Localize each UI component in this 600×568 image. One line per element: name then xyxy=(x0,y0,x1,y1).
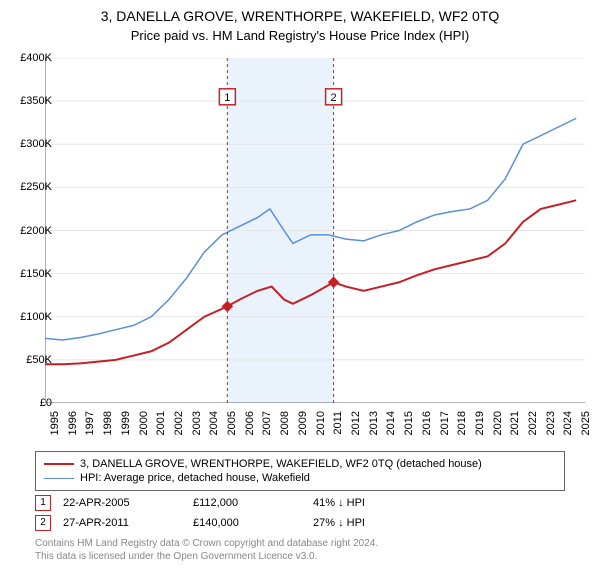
chart-title: 3, DANELLA GROVE, WRENTHORPE, WAKEFIELD,… xyxy=(0,8,600,24)
legend-box: 3, DANELLA GROVE, WRENTHORPE, WAKEFIELD,… xyxy=(35,451,565,491)
ytick-label: £150K xyxy=(7,268,52,280)
xtick-label: 2018 xyxy=(456,411,468,435)
sale-price-2: £140,000 xyxy=(193,517,313,529)
svg-text:2: 2 xyxy=(331,92,337,104)
footer-line-2: This data is licensed under the Open Gov… xyxy=(35,550,378,563)
chart-subtitle: Price paid vs. HM Land Registry's House … xyxy=(0,28,600,43)
xtick-label: 2020 xyxy=(492,411,504,435)
xtick-label: 2013 xyxy=(368,411,380,435)
legend-label-property: 3, DANELLA GROVE, WRENTHORPE, WAKEFIELD,… xyxy=(80,458,482,470)
sale-marker-1: 1 xyxy=(35,495,51,511)
footer-attribution: Contains HM Land Registry data © Crown c… xyxy=(35,537,378,563)
xtick-label: 2010 xyxy=(315,411,327,435)
legend-row-property: 3, DANELLA GROVE, WRENTHORPE, WAKEFIELD,… xyxy=(44,458,556,470)
xtick-label: 1998 xyxy=(102,411,114,435)
xtick-label: 2005 xyxy=(226,411,238,435)
xtick-label: 2014 xyxy=(385,411,397,435)
ytick-label: £300K xyxy=(7,138,52,150)
xtick-label: 2006 xyxy=(244,411,256,435)
xtick-label: 2023 xyxy=(545,411,557,435)
legend-label-hpi: HPI: Average price, detached house, Wake… xyxy=(80,472,310,484)
svg-text:1: 1 xyxy=(224,92,230,104)
xtick-label: 2000 xyxy=(138,411,150,435)
ytick-label: £250K xyxy=(7,181,52,193)
xtick-label: 2024 xyxy=(562,411,574,435)
xtick-label: 2012 xyxy=(350,411,362,435)
xtick-label: 2001 xyxy=(155,411,167,435)
xtick-label: 2003 xyxy=(191,411,203,435)
legend-swatch-hpi xyxy=(44,478,74,479)
xtick-label: 2016 xyxy=(421,411,433,435)
xtick-label: 2017 xyxy=(439,411,451,435)
legend-row-hpi: HPI: Average price, detached house, Wake… xyxy=(44,472,556,484)
ytick-label: £400K xyxy=(7,52,52,64)
legend-swatch-property xyxy=(44,463,74,465)
xtick-label: 2002 xyxy=(173,411,185,435)
xtick-label: 1995 xyxy=(49,411,61,435)
xtick-label: 2007 xyxy=(261,411,273,435)
ytick-label: £50K xyxy=(7,354,52,366)
sale-date-2: 27-APR-2011 xyxy=(63,517,193,529)
ytick-label: £100K xyxy=(7,311,52,323)
xtick-label: 2021 xyxy=(509,411,521,435)
xtick-label: 1999 xyxy=(120,411,132,435)
sale-date-1: 22-APR-2005 xyxy=(63,497,193,509)
sale-row-2: 2 27-APR-2011 £140,000 27% ↓ HPI xyxy=(35,515,365,531)
footer-line-1: Contains HM Land Registry data © Crown c… xyxy=(35,537,378,550)
xtick-label: 1996 xyxy=(67,411,79,435)
sale-delta-2: 27% ↓ HPI xyxy=(313,517,365,529)
sale-marker-2: 2 xyxy=(35,515,51,531)
xtick-label: 2008 xyxy=(279,411,291,435)
xtick-label: 2011 xyxy=(332,411,344,435)
xtick-label: 2019 xyxy=(474,411,486,435)
sale-delta-1: 41% ↓ HPI xyxy=(313,497,365,509)
xtick-label: 2015 xyxy=(403,411,415,435)
plot-area: 12 xyxy=(45,58,585,403)
ytick-label: £0 xyxy=(7,397,52,409)
ytick-label: £200K xyxy=(7,225,52,237)
xtick-label: 2022 xyxy=(527,411,539,435)
xtick-label: 2004 xyxy=(208,411,220,435)
sale-row-1: 1 22-APR-2005 £112,000 41% ↓ HPI xyxy=(35,495,365,511)
line-chart-svg: 12 xyxy=(45,58,585,403)
ytick-label: £350K xyxy=(7,95,52,107)
xtick-label: 1997 xyxy=(84,411,96,435)
xtick-label: 2025 xyxy=(580,411,592,435)
sale-price-1: £112,000 xyxy=(193,497,313,509)
chart-container: 3, DANELLA GROVE, WRENTHORPE, WAKEFIELD,… xyxy=(0,8,600,568)
xtick-label: 2009 xyxy=(297,411,309,435)
